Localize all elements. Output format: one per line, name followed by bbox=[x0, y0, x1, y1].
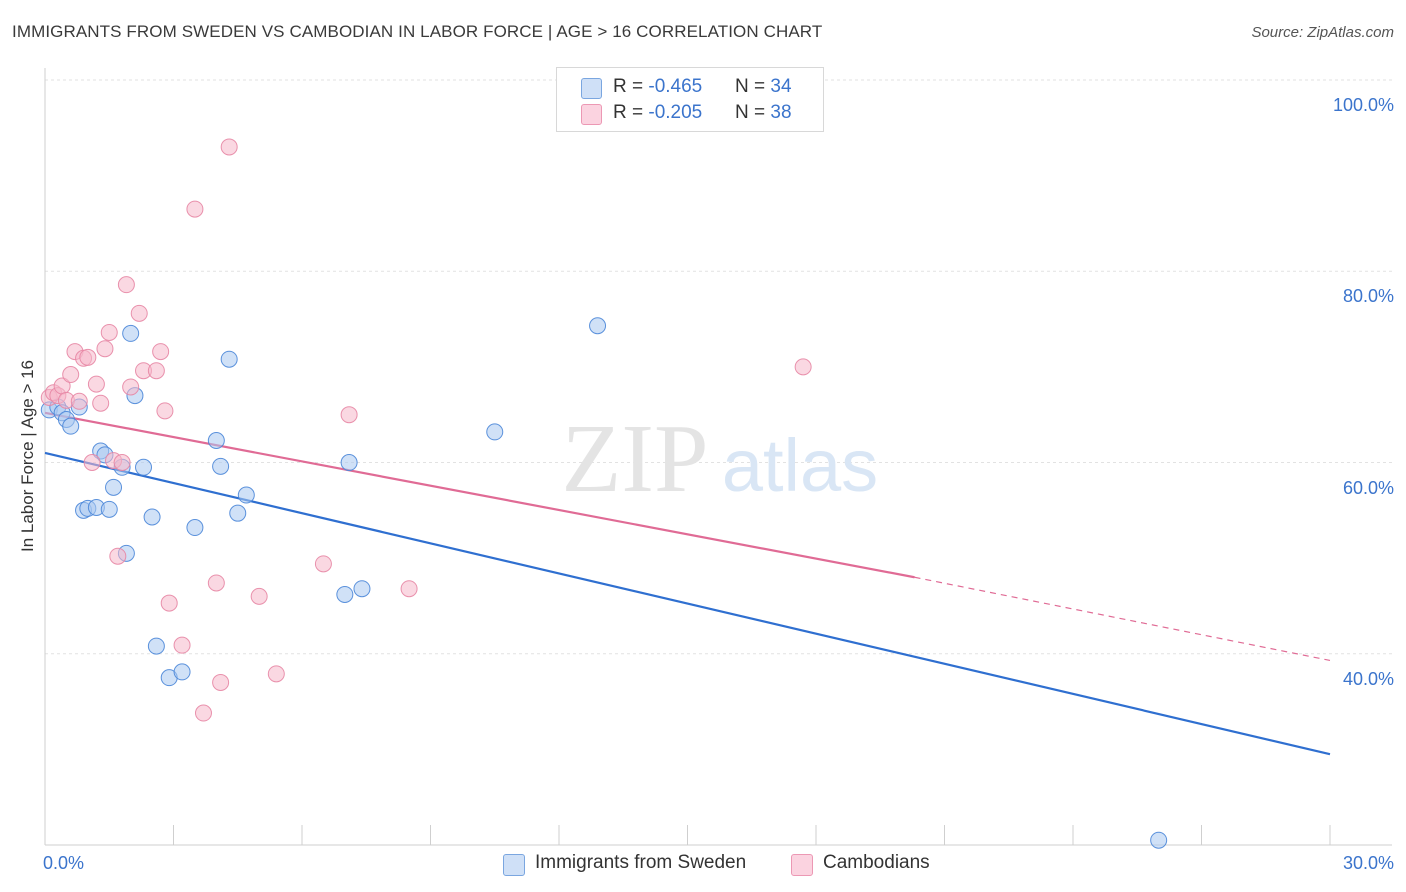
legend-label-cambodian: Cambodians bbox=[823, 852, 930, 873]
point-cambodian bbox=[62, 366, 80, 384]
point-cambodian bbox=[152, 343, 170, 361]
point-cambodian bbox=[220, 138, 238, 156]
point-sweden bbox=[173, 663, 191, 681]
sweden-swatch bbox=[581, 78, 602, 99]
point-cambodian bbox=[250, 587, 268, 605]
cambodian-n: N = 38 bbox=[735, 102, 792, 123]
legend-swatch-cambodian bbox=[791, 854, 813, 876]
sweden-n: N = 34 bbox=[735, 76, 792, 97]
y-tick-label: 100.0% bbox=[1332, 95, 1394, 115]
watermark-atlas: atlas bbox=[722, 424, 878, 507]
chart-source: Source: ZipAtlas.com bbox=[1251, 24, 1394, 41]
stats-legend: R = -0.465 N = 34 R = -0.205 N = 38 bbox=[556, 67, 824, 132]
cambodian-r: R = -0.205 bbox=[613, 102, 703, 123]
point-cambodian bbox=[212, 673, 230, 691]
y-tick-label: 40.0% bbox=[1342, 668, 1394, 689]
point-sweden bbox=[122, 324, 140, 342]
point-cambodian bbox=[92, 394, 110, 412]
point-sweden bbox=[1150, 831, 1168, 849]
point-sweden bbox=[186, 519, 204, 537]
legend-swatch-sweden bbox=[503, 854, 525, 876]
point-sweden bbox=[486, 423, 504, 441]
x-tick-label-min: 0.0% bbox=[43, 853, 85, 873]
x-tick-label-max: 30.0% bbox=[1342, 853, 1394, 873]
trend-line-extension-cambodian bbox=[914, 576, 1331, 662]
point-sweden bbox=[353, 580, 371, 598]
point-sweden bbox=[143, 508, 161, 526]
point-sweden bbox=[229, 504, 247, 522]
point-cambodian bbox=[340, 406, 358, 424]
point-cambodian bbox=[100, 323, 118, 341]
point-sweden bbox=[100, 500, 118, 518]
y-tick-label: 80.0% bbox=[1342, 286, 1394, 307]
point-cambodian bbox=[109, 547, 127, 565]
point-sweden bbox=[135, 458, 153, 476]
point-cambodian bbox=[186, 200, 204, 218]
point-cambodian bbox=[267, 665, 285, 683]
point-sweden bbox=[105, 478, 123, 496]
sweden-r: R = -0.465 bbox=[613, 76, 703, 97]
point-sweden bbox=[212, 457, 230, 475]
data-points bbox=[40, 138, 1168, 849]
watermark-zip: ZIP bbox=[562, 405, 709, 513]
legend-label-sweden: Immigrants from Sweden bbox=[535, 852, 747, 873]
point-cambodian bbox=[314, 555, 332, 573]
point-sweden bbox=[62, 417, 80, 435]
axes bbox=[44, 68, 1392, 846]
point-cambodian bbox=[79, 348, 97, 366]
point-cambodian bbox=[130, 304, 148, 322]
point-cambodian bbox=[113, 454, 131, 471]
y-tick-label: 60.0% bbox=[1342, 477, 1394, 498]
point-cambodian bbox=[207, 574, 225, 592]
point-cambodian bbox=[70, 392, 88, 410]
point-cambodian bbox=[87, 375, 105, 393]
trend-line-sweden bbox=[44, 451, 1331, 756]
watermark: ZIP atlas bbox=[562, 405, 879, 513]
chart-title: IMMIGRANTS FROM SWEDEN VS CAMBODIAN IN L… bbox=[12, 22, 823, 41]
point-cambodian bbox=[83, 454, 101, 471]
point-cambodian bbox=[794, 358, 812, 376]
point-sweden bbox=[336, 585, 354, 603]
point-cambodian bbox=[147, 362, 165, 380]
point-cambodian bbox=[160, 594, 178, 612]
point-cambodian bbox=[400, 580, 418, 598]
point-cambodian bbox=[122, 378, 140, 396]
point-cambodian bbox=[173, 636, 191, 654]
point-cambodian bbox=[117, 276, 135, 294]
point-sweden bbox=[147, 637, 165, 655]
point-sweden bbox=[220, 350, 238, 368]
point-cambodian bbox=[194, 704, 212, 722]
trend-lines bbox=[44, 411, 1331, 756]
point-sweden bbox=[237, 486, 255, 504]
cambodian-swatch bbox=[581, 104, 602, 125]
point-sweden bbox=[207, 432, 225, 450]
point-cambodian bbox=[156, 402, 174, 420]
point-cambodian bbox=[96, 340, 114, 358]
trend-line-cambodian bbox=[44, 411, 915, 579]
grid-lines bbox=[45, 79, 1392, 655]
point-sweden bbox=[340, 454, 358, 471]
y-axis-label: In Labor Force | Age > 16 bbox=[18, 359, 37, 553]
point-sweden bbox=[589, 317, 607, 335]
